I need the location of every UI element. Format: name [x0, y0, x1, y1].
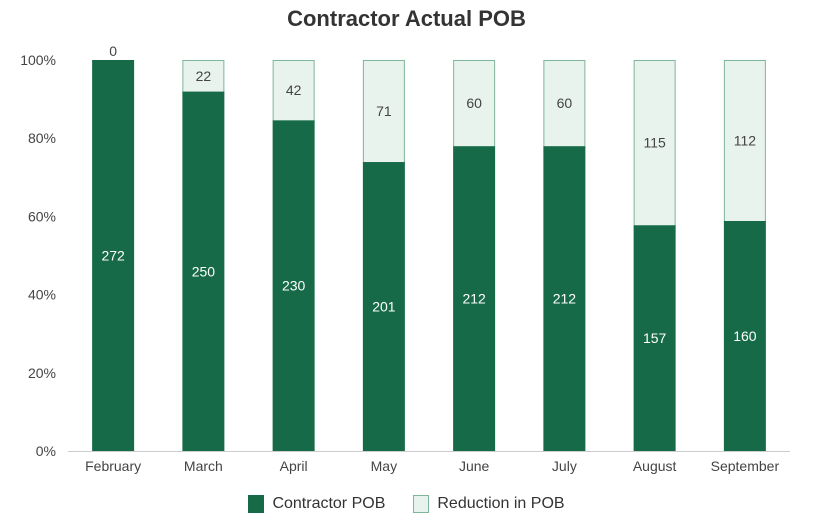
bar-reduction-in-pob	[272, 60, 315, 122]
bar-contractor-pob	[182, 91, 225, 451]
bar-contractor-pob	[453, 146, 496, 451]
data-label-reduction-in-pob: 71	[376, 103, 392, 119]
bar-reduction-in-pob	[453, 60, 496, 148]
bar-contractor-pob	[723, 221, 766, 451]
data-label-contractor-pob: 212	[462, 291, 486, 307]
data-label-contractor-pob: 250	[192, 263, 216, 279]
data-label-reduction-in-pob: 112	[734, 133, 757, 149]
data-label-contractor-pob: 157	[643, 330, 667, 346]
data-label-contractor-pob: 230	[282, 278, 306, 294]
data-label-contractor-pob: 160	[733, 328, 757, 344]
legend-label: Contractor POB	[272, 495, 386, 512]
data-label-contractor-pob: 212	[553, 291, 577, 307]
bar-reduction-in-pob	[362, 60, 405, 164]
y-tick-label: 60%	[28, 208, 56, 224]
legend-item-contractor-pob: Contractor POB	[248, 495, 385, 513]
x-tick-label: September	[711, 458, 780, 474]
bar-reduction-in-pob	[543, 60, 586, 148]
bar-contractor-pob	[362, 162, 405, 451]
y-tick-label: 40%	[28, 287, 56, 303]
y-tick-label: 80%	[28, 130, 56, 146]
bar-contractor-pob	[633, 225, 676, 451]
legend-label: Reduction in POB	[437, 495, 565, 512]
data-label-contractor-pob: 272	[101, 248, 125, 264]
bar-contractor-pob	[272, 120, 315, 451]
data-label-contractor-pob: 201	[372, 299, 396, 315]
x-tick-label: May	[371, 458, 397, 474]
y-tick-label: 20%	[28, 365, 56, 381]
x-tick-label: June	[459, 458, 490, 474]
y-tick-label: 0%	[36, 443, 56, 459]
bar-contractor-pob	[92, 60, 135, 451]
bar-reduction-in-pob	[633, 60, 676, 227]
data-label-reduction-in-pob: 60	[466, 95, 482, 111]
data-label-reduction-in-pob: 60	[557, 95, 573, 111]
bar-reduction-in-pob	[723, 60, 766, 222]
data-label-reduction-in-pob: 115	[643, 135, 666, 151]
legend-swatch-contractor-pob	[248, 495, 265, 513]
chart-title: Contractor Actual POB	[287, 6, 526, 31]
legend-swatch-reduction-in-pob	[413, 495, 430, 513]
y-tick-label: 100%	[20, 52, 56, 68]
x-tick-label: April	[280, 458, 308, 474]
legend: Contractor POB Reduction in POB	[0, 495, 813, 513]
data-label-reduction-in-pob: 0	[109, 43, 117, 59]
x-tick-label: March	[184, 458, 223, 474]
x-tick-label: August	[633, 458, 677, 474]
x-tick-label: July	[552, 458, 577, 474]
legend-item-reduction-in-pob: Reduction in POB	[413, 495, 565, 513]
data-label-reduction-in-pob: 22	[196, 68, 212, 84]
data-label-reduction-in-pob: 42	[286, 82, 302, 98]
x-tick-label: February	[85, 458, 141, 474]
bar-contractor-pob	[543, 146, 586, 451]
